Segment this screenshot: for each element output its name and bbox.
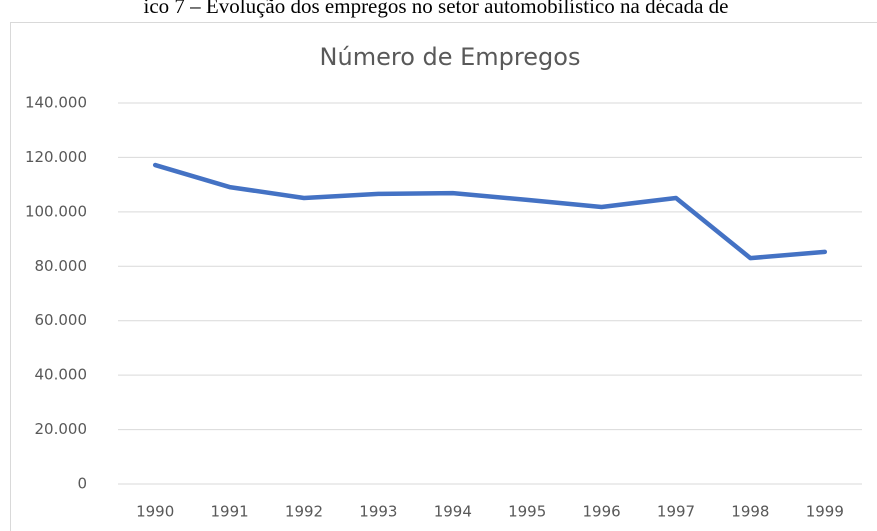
- chart-frame: [10, 22, 877, 531]
- x-tick-label: 1999: [806, 503, 844, 521]
- y-tick-label: 100.000: [25, 202, 87, 220]
- x-tick-label: 1996: [583, 503, 621, 521]
- x-tick-label: 1993: [359, 503, 397, 521]
- x-tick-label: 1995: [508, 503, 546, 521]
- y-tick-label: 20.000: [35, 420, 88, 438]
- y-tick-label: 60.000: [35, 311, 88, 329]
- x-tick-label: 1991: [211, 503, 249, 521]
- x-tick-label: 1990: [136, 503, 174, 521]
- y-tick-label: 0: [77, 475, 87, 493]
- line-series: [152, 162, 828, 261]
- x-tick-label: 1992: [285, 503, 323, 521]
- y-tick-label: 140.000: [25, 94, 87, 112]
- y-tick-label: 120.000: [25, 148, 87, 166]
- y-tick-label: 40.000: [35, 366, 88, 384]
- x-tick-label: 1994: [434, 503, 472, 521]
- chart-title: Número de Empregos: [320, 43, 581, 71]
- x-tick-label: 1997: [657, 503, 695, 521]
- caption: ico 7 – Evolução dos empregos no setor a…: [144, 0, 729, 18]
- x-tick-label: 1998: [731, 503, 769, 521]
- y-tick-label: 80.000: [35, 257, 88, 275]
